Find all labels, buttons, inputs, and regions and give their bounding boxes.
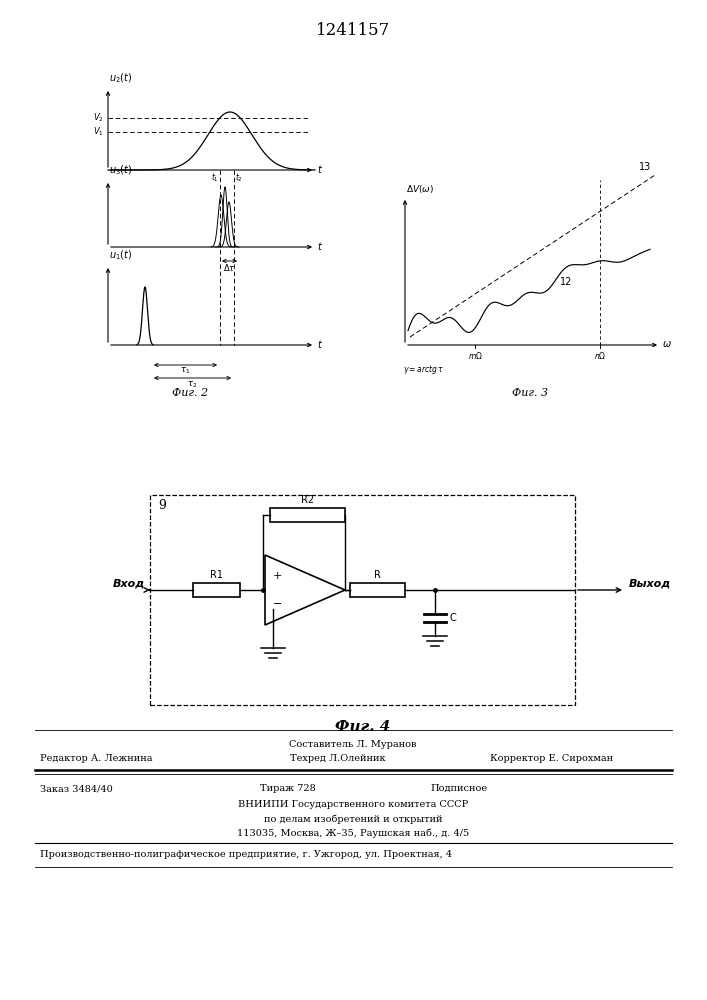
Text: $t_2$: $t_2$ (235, 172, 243, 184)
Text: $t$: $t$ (317, 338, 323, 350)
Text: Составитель Л. Муранов: Составитель Л. Муранов (289, 740, 416, 749)
Text: $\Delta\tau$: $\Delta\tau$ (223, 262, 235, 273)
Text: $V_2$: $V_2$ (93, 112, 104, 124)
Text: $u_3(t)$: $u_3(t)$ (109, 163, 132, 177)
Text: Корректор Е. Сирохман: Корректор Е. Сирохман (490, 754, 613, 763)
Text: $\omega$: $\omega$ (662, 339, 672, 349)
Text: C: C (449, 613, 456, 623)
Text: −: − (273, 599, 282, 609)
Bar (150, 495, 575, 705)
Text: $t$: $t$ (317, 163, 323, 175)
Text: по делам изобретений и открытий: по делам изобретений и открытий (264, 814, 443, 824)
Text: ВНИИПИ Государственного комитета СССР: ВНИИПИ Государственного комитета СССР (238, 800, 468, 809)
Text: $\tau_1$: $\tau_1$ (180, 366, 191, 376)
Text: $n\Omega$: $n\Omega$ (594, 350, 606, 361)
Text: 1241157: 1241157 (316, 22, 390, 39)
Text: Фиг. 4: Фиг. 4 (335, 720, 390, 734)
Text: $\gamma=arctg\,\tau$: $\gamma=arctg\,\tau$ (403, 363, 445, 376)
Bar (350, 583, 405, 597)
Text: Вход: Вход (112, 578, 145, 588)
Text: +: + (273, 571, 282, 581)
Text: R2: R2 (301, 495, 314, 505)
Text: 13: 13 (639, 162, 651, 172)
Bar (270, 508, 345, 522)
Text: $m\Omega$: $m\Omega$ (467, 350, 482, 361)
Text: 12: 12 (560, 277, 573, 287)
Text: Производственно-полиграфическое предприятие, г. Ужгород, ул. Проектная, 4: Производственно-полиграфическое предприя… (40, 850, 452, 859)
Text: Фиг. 3: Фиг. 3 (512, 388, 548, 398)
Text: $u_2(t)$: $u_2(t)$ (109, 71, 132, 85)
Text: Техред Л.Олейник: Техред Л.Олейник (290, 754, 385, 763)
Text: $t$: $t$ (317, 240, 323, 252)
Text: Заказ 3484/40: Заказ 3484/40 (40, 784, 112, 793)
Text: Тираж 728: Тираж 728 (260, 784, 316, 793)
Text: Подписное: Подписное (430, 784, 487, 793)
Bar (193, 583, 240, 597)
Text: 9: 9 (158, 499, 166, 512)
Text: Фиг. 2: Фиг. 2 (172, 388, 208, 398)
Text: $\tau_2$: $\tau_2$ (187, 379, 197, 389)
Text: $t_1$: $t_1$ (211, 172, 219, 184)
Text: Выход: Выход (629, 578, 671, 588)
Polygon shape (265, 555, 345, 625)
Text: 113035, Москва, Ж–35, Раушская наб., д. 4/5: 113035, Москва, Ж–35, Раушская наб., д. … (237, 828, 469, 838)
Text: $\Delta V(\omega)$: $\Delta V(\omega)$ (406, 183, 434, 195)
Text: Редактор А. Лежнина: Редактор А. Лежнина (40, 754, 153, 763)
Text: $u_1(t)$: $u_1(t)$ (109, 248, 132, 262)
Text: $V_1$: $V_1$ (93, 126, 104, 138)
Text: R: R (374, 570, 381, 580)
Text: R1: R1 (210, 570, 223, 580)
